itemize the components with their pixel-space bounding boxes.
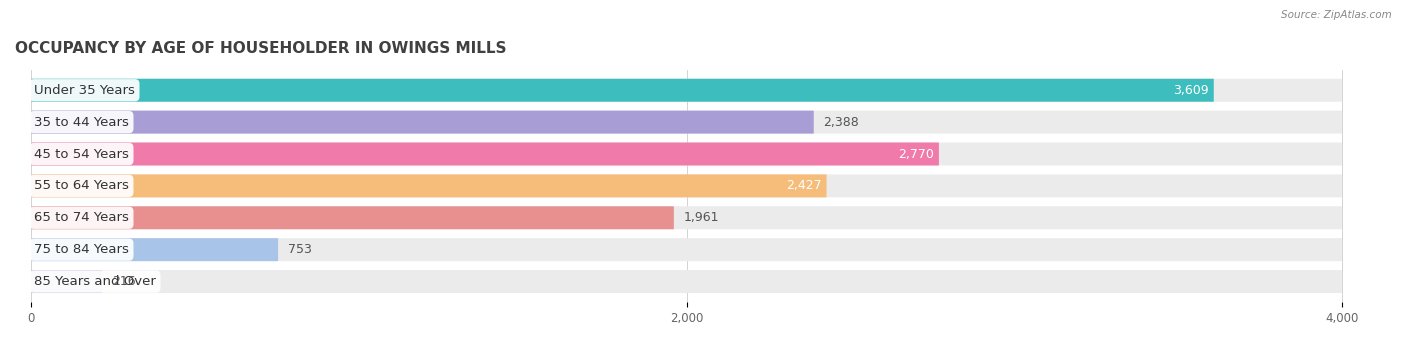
FancyBboxPatch shape [31, 270, 1341, 293]
FancyBboxPatch shape [31, 206, 673, 229]
Text: OCCUPANCY BY AGE OF HOUSEHOLDER IN OWINGS MILLS: OCCUPANCY BY AGE OF HOUSEHOLDER IN OWING… [15, 40, 506, 55]
FancyBboxPatch shape [31, 110, 1341, 134]
Text: 2,388: 2,388 [824, 116, 859, 129]
Text: 65 to 74 Years: 65 to 74 Years [34, 211, 129, 224]
FancyBboxPatch shape [31, 238, 278, 261]
FancyBboxPatch shape [31, 142, 1341, 166]
FancyBboxPatch shape [31, 110, 814, 134]
Text: 3,609: 3,609 [1173, 84, 1209, 97]
FancyBboxPatch shape [31, 206, 1341, 229]
FancyBboxPatch shape [31, 142, 939, 166]
Text: 45 to 54 Years: 45 to 54 Years [34, 148, 129, 160]
FancyBboxPatch shape [31, 238, 1341, 261]
Text: 2,770: 2,770 [898, 148, 934, 160]
Text: 35 to 44 Years: 35 to 44 Years [34, 116, 129, 129]
Text: 216: 216 [112, 275, 135, 288]
FancyBboxPatch shape [31, 79, 1213, 102]
FancyBboxPatch shape [31, 174, 827, 198]
FancyBboxPatch shape [31, 79, 1341, 102]
Text: 1,961: 1,961 [683, 211, 720, 224]
Text: Source: ZipAtlas.com: Source: ZipAtlas.com [1281, 10, 1392, 20]
FancyBboxPatch shape [31, 270, 103, 293]
Text: 55 to 64 Years: 55 to 64 Years [34, 180, 129, 192]
Text: 753: 753 [288, 243, 312, 256]
Text: Under 35 Years: Under 35 Years [34, 84, 135, 97]
Text: 2,427: 2,427 [786, 180, 821, 192]
FancyBboxPatch shape [31, 174, 1341, 198]
Text: 75 to 84 Years: 75 to 84 Years [34, 243, 129, 256]
Text: 85 Years and Over: 85 Years and Over [34, 275, 156, 288]
